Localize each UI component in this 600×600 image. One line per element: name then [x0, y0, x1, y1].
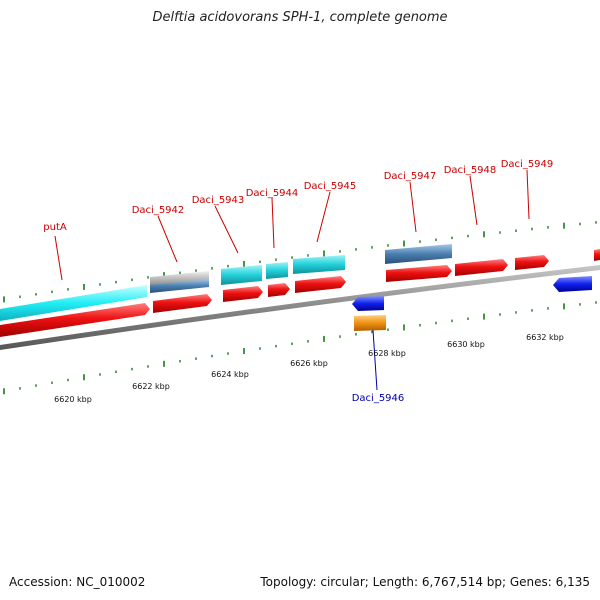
scale-label-6632: 6632 kbp [526, 333, 564, 342]
leader-daci-5949 [526, 169, 530, 220]
feature-daci-5942-steel[interactable] [150, 279, 209, 293]
leader-daci-5943 [214, 205, 239, 254]
gene-labels: putA Daci_5942 Daci_5943 Daci_5944 Daci_… [43, 159, 553, 404]
gene-label-daci-5945[interactable]: Daci_5945 [304, 181, 357, 192]
leader-puta [54, 235, 63, 281]
gene-label-daci-5946[interactable]: Daci_5946 [352, 393, 405, 404]
genome-backbone [0, 265, 600, 350]
leader-daci-5948 [469, 175, 478, 226]
cds-daci-5948[interactable] [455, 259, 508, 276]
gene-label-daci-5947[interactable]: Daci_5947 [384, 171, 437, 182]
feature-daci-5943[interactable] [221, 265, 262, 285]
feature-daci-5942-grey[interactable] [150, 271, 209, 287]
feature-daci-5947[interactable] [385, 244, 452, 264]
scale-label-6626: 6626 kbp [290, 359, 328, 368]
reverse-cds-track [352, 276, 592, 331]
cds-blue-right[interactable] [553, 276, 592, 292]
scale-label-6620: 6620 kbp [54, 395, 92, 404]
gene-label-daci-5943[interactable]: Daci_5943 [192, 195, 245, 206]
leader-daci-5947 [409, 181, 417, 233]
gene-label-daci-5949[interactable]: Daci_5949 [501, 159, 554, 170]
forward-cds-track [0, 249, 600, 337]
scale-label-6622: 6622 kbp [132, 382, 170, 391]
leader-daci-5944 [271, 197, 275, 249]
scale-label-6628: 6628 kbp [368, 349, 406, 358]
cds-daci-5946[interactable] [352, 296, 384, 311]
feature-daci-5944[interactable] [266, 262, 288, 279]
feature-daci-5946-orange[interactable] [354, 315, 386, 331]
cds-daci-5949[interactable] [515, 255, 549, 270]
cds-daci-5943[interactable] [223, 286, 263, 302]
gene-label-daci-5948[interactable]: Daci_5948 [444, 165, 497, 176]
feature-track [0, 244, 452, 321]
feature-daci-5945[interactable] [293, 255, 345, 274]
accession-text: Accession: NC_010002 [9, 575, 146, 589]
leader-daci-5942 [157, 215, 178, 263]
scale-labels: 6620 kbp 6622 kbp 6624 kbp 6626 kbp 6628… [54, 333, 564, 404]
gene-label-daci-5942[interactable]: Daci_5942 [132, 205, 185, 216]
cds-daci-5945[interactable] [295, 276, 346, 293]
leader-daci-5945 [316, 191, 331, 243]
cds-daci-5947[interactable] [386, 265, 452, 282]
topology-text: Topology: circular; Length: 6,767,514 bp… [260, 575, 590, 589]
map-title: Delftia acidovorans SPH-1, complete geno… [152, 10, 448, 25]
label-leaders [54, 169, 530, 281]
inner-tick-row [3, 301, 597, 395]
cds-edge-right[interactable] [594, 249, 600, 261]
feature-puta[interactable] [0, 285, 147, 321]
leader-daci-5946 [372, 329, 378, 391]
cds-daci-5942[interactable] [153, 294, 212, 313]
gene-label-puta[interactable]: putA [43, 222, 67, 233]
scale-label-6624: 6624 kbp [211, 370, 249, 379]
cds-daci-5944[interactable] [268, 283, 290, 297]
gene-label-daci-5944[interactable]: Daci_5944 [246, 188, 299, 199]
cds-puta[interactable] [0, 303, 150, 337]
scale-label-6630: 6630 kbp [447, 340, 485, 349]
